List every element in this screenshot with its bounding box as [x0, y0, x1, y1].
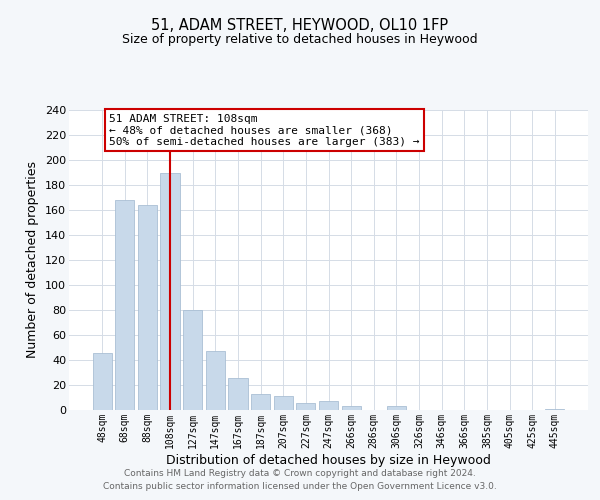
- Text: 51 ADAM STREET: 108sqm
← 48% of detached houses are smaller (368)
50% of semi-de: 51 ADAM STREET: 108sqm ← 48% of detached…: [109, 114, 419, 147]
- Bar: [229, 378, 248, 410]
- Bar: [183, 310, 202, 410]
- Bar: [92, 352, 112, 410]
- Bar: [341, 406, 361, 410]
- Bar: [545, 409, 565, 410]
- Bar: [138, 205, 157, 410]
- Text: Size of property relative to detached houses in Heywood: Size of property relative to detached ho…: [122, 32, 478, 46]
- Text: 51, ADAM STREET, HEYWOOD, OL10 1FP: 51, ADAM STREET, HEYWOOD, OL10 1FP: [151, 18, 449, 32]
- Bar: [387, 406, 406, 410]
- Bar: [206, 351, 225, 410]
- Y-axis label: Number of detached properties: Number of detached properties: [26, 162, 40, 358]
- Bar: [296, 402, 316, 410]
- Bar: [319, 401, 338, 410]
- Bar: [115, 200, 134, 410]
- X-axis label: Distribution of detached houses by size in Heywood: Distribution of detached houses by size …: [166, 454, 491, 466]
- Bar: [274, 396, 293, 410]
- Text: Contains public sector information licensed under the Open Government Licence v3: Contains public sector information licen…: [103, 482, 497, 491]
- Text: Contains HM Land Registry data © Crown copyright and database right 2024.: Contains HM Land Registry data © Crown c…: [124, 468, 476, 477]
- Bar: [160, 172, 180, 410]
- Bar: [251, 394, 270, 410]
